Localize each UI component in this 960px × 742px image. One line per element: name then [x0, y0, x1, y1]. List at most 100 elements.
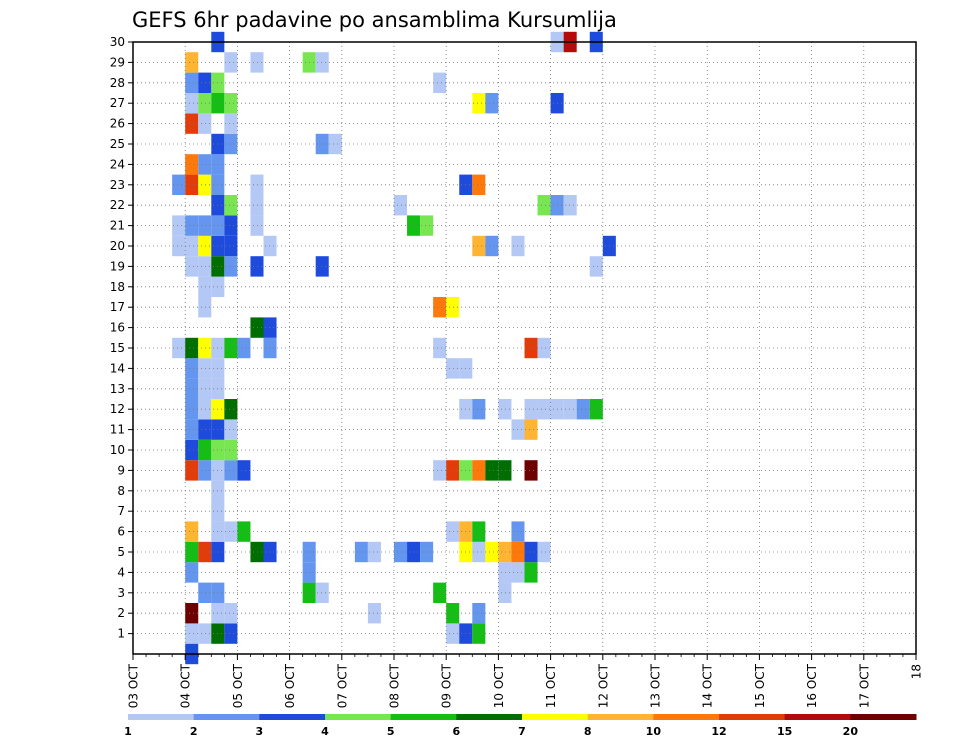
heatmap-cell	[185, 72, 199, 93]
heatmap-cell	[224, 133, 238, 155]
heatmap-cell	[250, 256, 264, 277]
heatmap-cell	[198, 93, 212, 114]
colorbar-label: 12	[711, 725, 726, 738]
y-tick-label: 9	[117, 463, 125, 477]
heatmap-cell	[185, 256, 199, 277]
y-tick-label: 19	[110, 259, 125, 273]
x-tick-label: 16 OCT	[805, 663, 819, 708]
x-tick-label: 15 OCT	[753, 663, 767, 708]
heatmap-cell	[433, 460, 447, 481]
heatmap-cell	[224, 113, 238, 134]
heatmap-cell	[185, 521, 199, 542]
x-tick-label: 03 OCT	[127, 663, 141, 708]
heatmap-cell	[224, 337, 238, 359]
y-tick-label: 24	[110, 157, 125, 171]
heatmap-cell	[185, 113, 199, 134]
x-tick-label: 09 OCT	[440, 663, 454, 708]
y-tick-label: 8	[117, 484, 125, 498]
heatmap-cell	[433, 297, 447, 318]
heatmap-cell	[224, 399, 238, 420]
heatmap-cell	[185, 174, 199, 195]
heatmap-cell	[315, 133, 329, 155]
heatmap-cell	[315, 256, 329, 277]
heatmap-cell	[315, 582, 329, 603]
heatmap-cell	[498, 562, 512, 583]
x-tick-label: 08 OCT	[388, 663, 402, 708]
heatmap-cell	[472, 603, 486, 624]
y-tick-label: 6	[117, 525, 125, 539]
heatmap-cell	[485, 235, 499, 257]
y-tick-label: 25	[110, 137, 125, 151]
heatmap-cell	[446, 358, 460, 379]
colorbar-label: 15	[777, 725, 792, 738]
heatmap-cell	[172, 235, 186, 257]
colorbar-swatch	[850, 714, 917, 720]
colorbar-swatch	[522, 714, 589, 720]
heatmap-cell	[198, 113, 212, 134]
heatmap-cell	[537, 195, 551, 216]
heatmap-cell	[198, 276, 212, 297]
colorbar-label: 20	[843, 725, 859, 738]
heatmap-cell	[185, 541, 199, 563]
heatmap-cell	[237, 521, 251, 542]
heatmap-cell	[185, 93, 199, 114]
heatmap-cell	[250, 215, 264, 236]
heatmap-cell	[198, 541, 212, 563]
heatmap-cell	[224, 93, 238, 114]
colorbar-label: 1	[124, 725, 132, 738]
heatmap-cell	[224, 52, 238, 73]
heatmap-cell	[198, 72, 212, 93]
y-tick-label: 15	[110, 341, 125, 355]
y-tick-label: 22	[110, 198, 125, 212]
heatmap-cell	[537, 399, 551, 420]
heatmap-cell	[198, 235, 212, 257]
x-tick-label: 14 OCT	[701, 663, 715, 708]
heatmap-cell	[589, 399, 603, 420]
heatmap-cell	[185, 399, 199, 420]
heatmap-cell	[198, 460, 212, 481]
heatmap-cell	[446, 623, 460, 644]
x-tick-label: 18	[910, 664, 924, 679]
heatmap-cell	[485, 541, 499, 563]
y-axis-ticks: 1234567891011121314151617181920212223242…	[110, 35, 133, 641]
heatmap-cell	[224, 235, 238, 257]
x-tick-label: 17 OCT	[857, 663, 871, 708]
heatmap-cell	[185, 52, 199, 73]
heatmap-cell	[185, 378, 199, 399]
heatmap-cell	[524, 337, 538, 359]
heatmap-cell	[433, 72, 447, 93]
x-tick-label: 07 OCT	[335, 663, 349, 708]
heatmap-cell	[433, 582, 447, 603]
heatmap-cell	[198, 154, 212, 175]
heatmap-cell	[224, 215, 238, 236]
heatmap-cell	[420, 215, 434, 236]
y-tick-label: 23	[110, 178, 125, 192]
colorbar-swatch	[390, 714, 457, 720]
heatmap-cell	[498, 399, 512, 420]
heatmap-cell	[250, 195, 264, 216]
heatmap-cell	[172, 174, 186, 195]
heatmap-cell	[485, 93, 499, 114]
x-tick-label: 04 OCT	[179, 663, 193, 708]
colorbar-label: 4	[321, 725, 329, 738]
heatmap-cell	[446, 460, 460, 481]
y-tick-label: 1	[117, 627, 125, 641]
heatmap-cell	[198, 582, 212, 603]
heatmap-cell	[472, 541, 486, 563]
y-tick-label: 30	[110, 35, 125, 49]
heatmap-cell	[224, 521, 238, 542]
heatmap-cell	[576, 399, 590, 420]
y-tick-label: 12	[110, 402, 125, 416]
heatmap-cell	[537, 337, 551, 359]
heatmap-cell	[224, 256, 238, 277]
heatmap-cell	[328, 133, 342, 155]
heatmap-cell	[185, 337, 199, 359]
heatmap-cell	[237, 460, 251, 481]
y-tick-label: 4	[117, 565, 125, 579]
colorbar: 1 2 3 4 5 6 7 8 10 12 15 20	[124, 714, 917, 738]
colorbar-swatch	[456, 714, 523, 720]
heatmap-cell	[198, 419, 212, 440]
heatmap-cell	[524, 541, 538, 563]
heatmap-cell	[394, 541, 408, 563]
colorbar-label: 6	[453, 725, 461, 738]
